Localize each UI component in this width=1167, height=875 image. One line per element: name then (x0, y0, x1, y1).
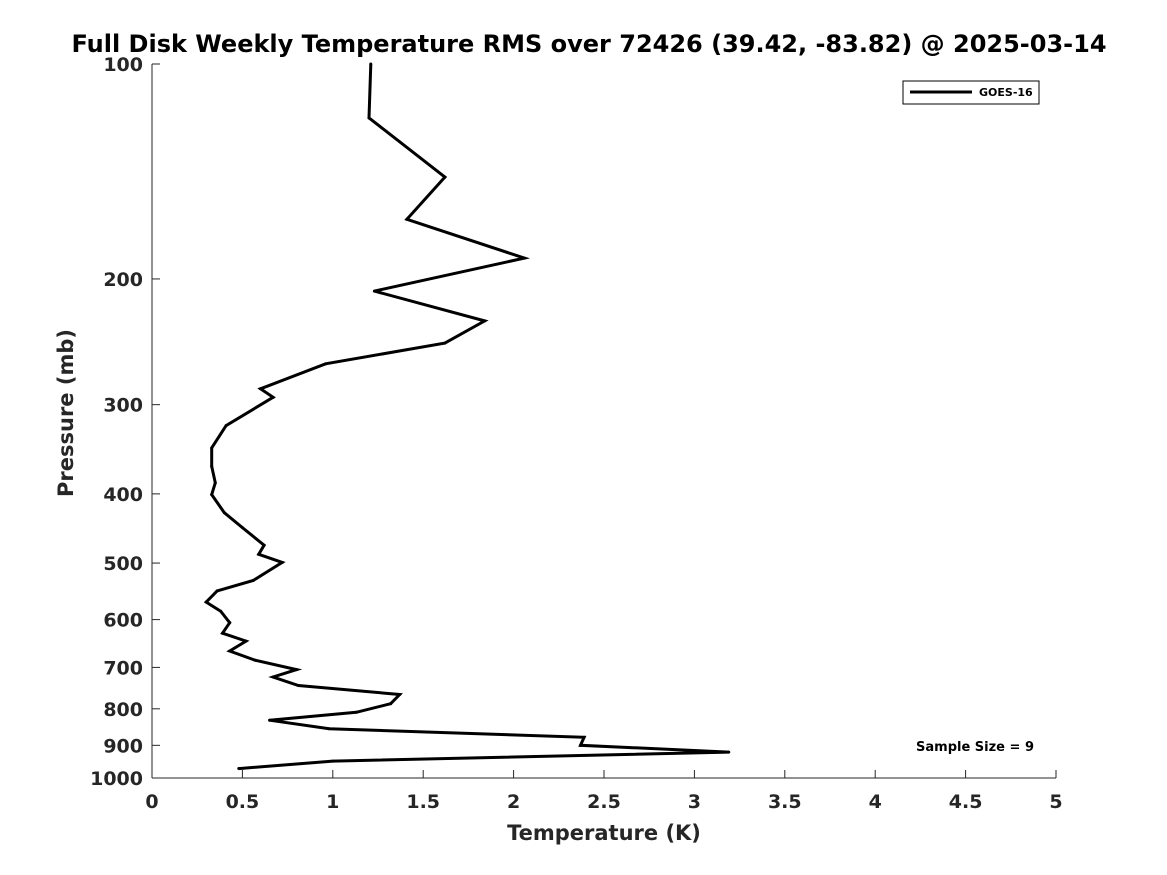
data-point (327, 727, 331, 731)
data-point (253, 658, 257, 662)
plot-area (203, 62, 731, 771)
x-axis-label: Temperature (K) (507, 821, 701, 845)
data-point (257, 552, 261, 556)
y-axis-label: Pressure (mb) (54, 329, 78, 497)
data-point (228, 621, 232, 625)
sample-size-annotation: Sample Size = 9 (916, 740, 1034, 755)
data-point (237, 767, 241, 771)
data-point (372, 289, 376, 293)
data-point (354, 710, 358, 714)
x-tick-label: 2.5 (587, 791, 621, 813)
chart-title: Full Disk Weekly Temperature RMS over 72… (71, 30, 1106, 58)
y-tick-label: 100 (103, 54, 143, 76)
data-point (522, 256, 526, 260)
data-point (204, 600, 208, 604)
data-point (295, 668, 299, 672)
data-point (271, 395, 275, 399)
data-point (251, 579, 255, 583)
data-point (219, 609, 223, 613)
data-point (268, 718, 272, 722)
data-point (367, 116, 371, 120)
x-tick-label: 1 (326, 791, 339, 813)
data-point (443, 341, 447, 345)
data-point (244, 639, 248, 643)
y-tick-label: 500 (103, 553, 143, 575)
data-point (240, 526, 244, 530)
data-point (324, 362, 328, 366)
x-tick-label: 0.5 (226, 791, 260, 813)
y-tick-label: 300 (103, 395, 143, 417)
y-tick-label: 200 (103, 269, 143, 291)
series-line-goes-16 (203, 63, 729, 771)
axes: 0 0.5 1 1.5 2 2.5 3 3.5 4 4.5 5 100 200 300 400 500 600 7… (90, 54, 1063, 813)
data-point (258, 387, 262, 391)
y-tick-label: 800 (103, 699, 143, 721)
y-tick-label: 600 (103, 610, 143, 632)
data-point (210, 493, 214, 497)
data-point (296, 683, 300, 687)
legend-label: GOES-16 (979, 86, 1033, 99)
data-point (389, 702, 393, 706)
data-point (398, 693, 402, 697)
data-point (271, 675, 275, 679)
x-tick-label: 4.5 (949, 791, 983, 813)
data-point (222, 511, 226, 515)
data-point (215, 589, 219, 593)
x-tick-label: 3.5 (768, 791, 802, 813)
data-point (210, 464, 214, 468)
data-point (727, 750, 731, 754)
data-point (228, 649, 232, 653)
data-point (582, 735, 586, 739)
data-point (210, 446, 214, 450)
data-point (483, 319, 487, 323)
y-tick-label: 700 (103, 657, 143, 679)
data-point (262, 543, 266, 547)
y-tick-label: 900 (103, 735, 143, 757)
y-tick-label: 1000 (90, 768, 143, 790)
data-point (405, 217, 409, 221)
y-tick-label: 400 (103, 484, 143, 506)
data-point (280, 560, 284, 564)
data-point (578, 743, 582, 747)
data-point (443, 175, 447, 179)
data-point (369, 62, 373, 66)
x-tick-label: 1.5 (406, 791, 440, 813)
data-point (224, 424, 228, 428)
data-point (331, 759, 335, 763)
x-tick-label: 2 (507, 791, 520, 813)
x-tick-label: 4 (869, 791, 882, 813)
x-tick-label: 3 (688, 791, 701, 813)
x-tick-label: 0 (145, 791, 158, 813)
legend: GOES-16 (902, 80, 1040, 105)
data-point (221, 631, 225, 635)
data-point (213, 481, 217, 485)
x-tick-label: 5 (1049, 791, 1062, 813)
